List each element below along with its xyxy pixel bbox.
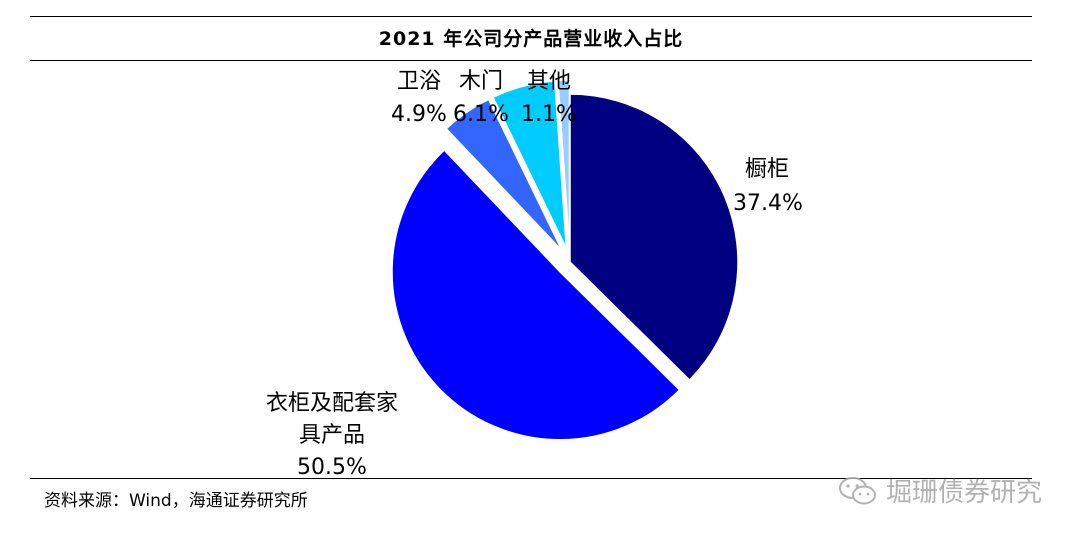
label-value-cabinet: 37.4% bbox=[733, 191, 803, 216]
pie-slice-wardrobe bbox=[391, 149, 681, 441]
top-rule bbox=[30, 16, 1032, 17]
pie-slices bbox=[391, 79, 739, 441]
bottom-rule bbox=[30, 478, 1032, 479]
label-name-wardrobe-line2: 具产品 bbox=[299, 423, 365, 448]
label-name-cabinet: 橱柜 bbox=[745, 157, 789, 182]
source-note: 资料来源：Wind，海通证券研究所 bbox=[44, 491, 308, 511]
label-name-bathroom: 卫浴 bbox=[397, 69, 441, 94]
watermark-text: 堀珊债券研究 bbox=[886, 478, 1043, 508]
title-rule bbox=[30, 60, 1032, 61]
label-name-door: 木门 bbox=[459, 69, 503, 94]
label-value-door: 6.1% bbox=[453, 102, 509, 127]
wechat-icon bbox=[839, 476, 876, 504]
pie-slice-bathroom bbox=[445, 98, 563, 252]
pie-slice-door bbox=[491, 80, 568, 249]
label-value-bathroom: 4.9% bbox=[391, 102, 447, 127]
label-name-other: 其他 bbox=[527, 69, 571, 94]
label-name-wardrobe-line1: 衣柜及配套家 bbox=[266, 391, 398, 416]
label-value-other: 1.1% bbox=[521, 102, 577, 127]
label-value-wardrobe: 50.5% bbox=[297, 455, 367, 480]
pie-slice-other bbox=[557, 79, 571, 249]
watermark: 堀珊债券研究 bbox=[838, 472, 1042, 509]
pie-slice-cabinet bbox=[569, 93, 739, 382]
chart-title: 2021 年公司分产品营业收入占比 bbox=[378, 28, 684, 50]
